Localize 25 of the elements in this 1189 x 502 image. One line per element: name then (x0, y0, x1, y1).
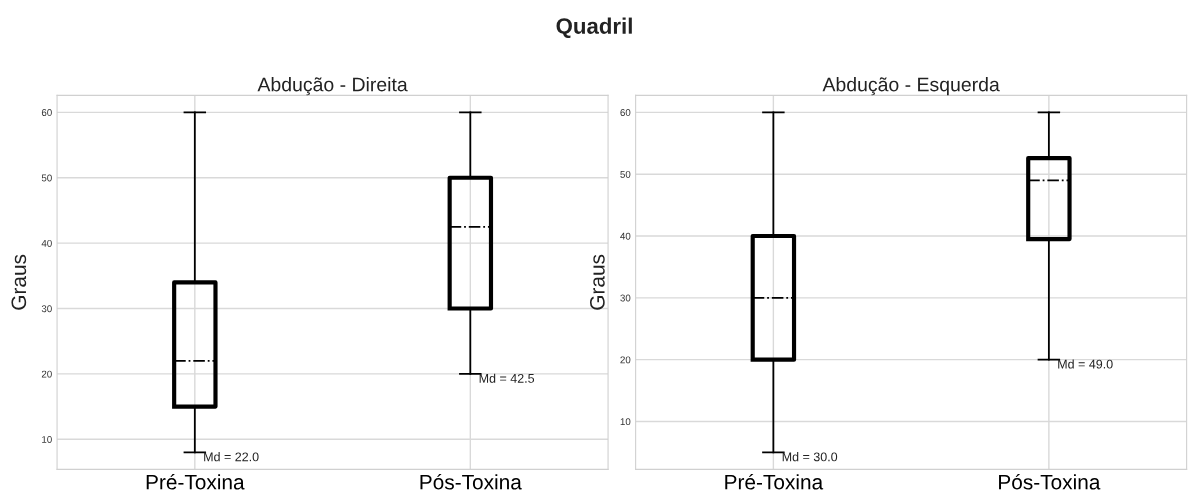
y-tick-label: 40 (620, 232, 631, 240)
y-tick-label: 60 (620, 109, 631, 116)
y-axis-title: Graus (589, 254, 605, 310)
annotation: Md = 30.0 (782, 452, 838, 462)
y-tick-label: 30 (620, 294, 631, 302)
x-tick-label: Pós-Toxina (999, 473, 1101, 490)
x-tick-label: Pré-Toxina (725, 473, 824, 490)
y-tick-label: 50 (620, 170, 631, 178)
chart-title: Abdução - Direita (257, 77, 408, 96)
y-tick-label: 50 (41, 174, 52, 182)
text: Quadril (556, 17, 632, 39)
y-tick-label: 20 (620, 356, 631, 364)
annotation: Md = 22.0 (204, 452, 259, 462)
y-tick-label: 40 (41, 239, 52, 247)
chart-title: Abdução - Esquerda (822, 77, 1000, 96)
y-tick-label: 10 (42, 436, 52, 443)
annotation: Md = 49.0 (1058, 359, 1113, 369)
y-tick-label: 60 (41, 109, 52, 116)
y-axis-title: Graus (11, 254, 27, 310)
x-tick-label: Pós-Toxina (420, 473, 522, 490)
y-tick-label: 30 (41, 305, 52, 313)
y-tick-label: 20 (41, 370, 52, 378)
y-tick-label: 10 (620, 418, 631, 426)
annotation: Md = 42.5 (479, 373, 535, 383)
x-tick-label: Pré-Toxina (146, 473, 245, 490)
